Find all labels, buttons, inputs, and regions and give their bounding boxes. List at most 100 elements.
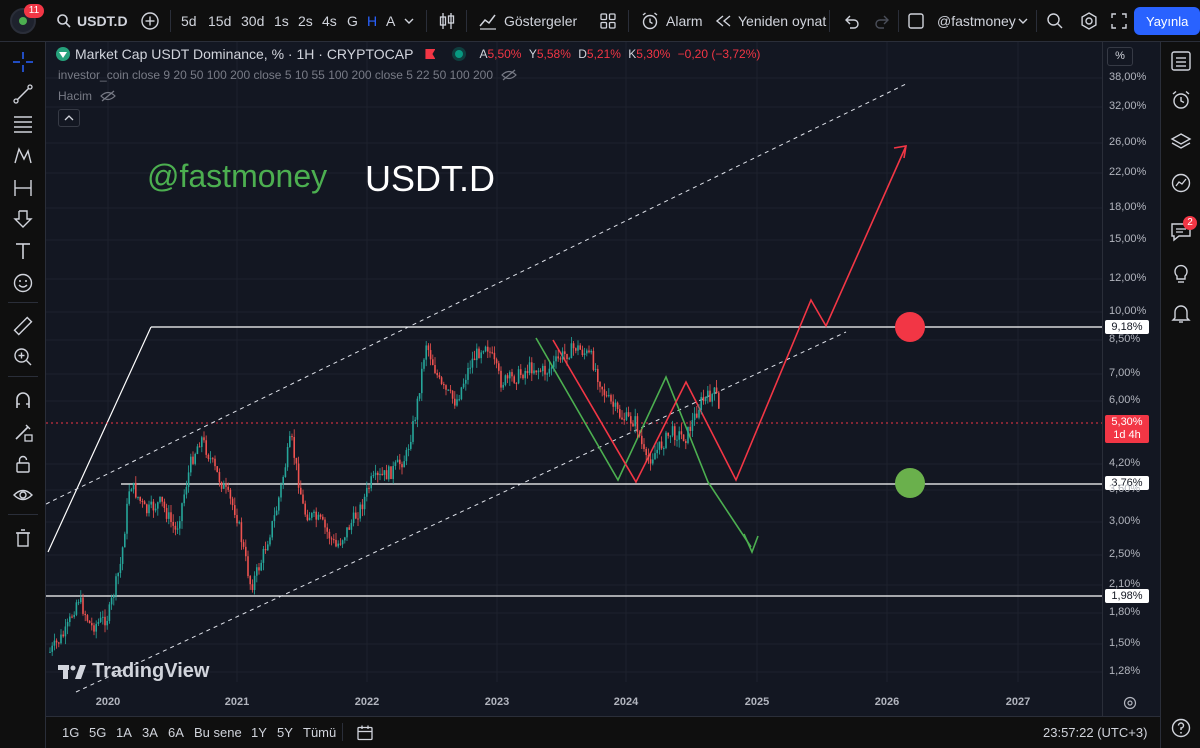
layout-dropdown-button[interactable]: [1018, 0, 1028, 41]
candle-body: [231, 498, 234, 506]
candle-body: [93, 625, 95, 632]
ruler-icon: [13, 316, 33, 336]
chart-type-button[interactable]: [437, 0, 457, 41]
interval-2s[interactable]: 2s: [298, 12, 313, 29]
candle-body: [88, 620, 91, 624]
crosshair-tool[interactable]: [9, 48, 37, 76]
eye-off-icon[interactable]: [100, 90, 116, 102]
candle-body: [152, 501, 155, 511]
candle-body: [381, 473, 383, 475]
candle-body: [619, 408, 621, 418]
interval-1s[interactable]: 1s: [274, 12, 289, 29]
range-1a[interactable]: 1A: [116, 725, 132, 740]
range-all[interactable]: Tümü: [303, 725, 337, 740]
data-window-button[interactable]: [1167, 169, 1195, 197]
candle-body: [203, 437, 205, 441]
flag-icon[interactable]: [425, 49, 436, 59]
ideas-button[interactable]: [1167, 259, 1195, 287]
measure-range-tool[interactable]: [9, 174, 37, 202]
indicators-label: Göstergeler: [504, 12, 578, 29]
candles: [49, 336, 720, 656]
range-1g[interactable]: 1G: [62, 725, 80, 740]
magnet-tool[interactable]: [9, 386, 37, 414]
fullscreen-button[interactable]: [1110, 0, 1128, 41]
range-5g[interactable]: 5G: [89, 725, 107, 740]
candle-body: [346, 527, 348, 538]
candle-body: [526, 371, 529, 374]
compare-add-button[interactable]: [140, 0, 160, 41]
remove-drawings-tool[interactable]: [9, 524, 37, 552]
collapse-legend-button[interactable]: [58, 109, 80, 127]
range-5y[interactable]: 5Y: [277, 725, 293, 740]
price-label: 18,00%: [1109, 201, 1147, 213]
alerts-button[interactable]: [1167, 86, 1195, 114]
interval-h-active[interactable]: H: [367, 12, 378, 29]
candle-body: [176, 528, 179, 530]
candle-body: [273, 515, 276, 522]
eye-off-icon[interactable]: [501, 69, 517, 81]
layout-button[interactable]: @fastmoney: [907, 0, 1016, 41]
ruler-tool[interactable]: [9, 312, 37, 340]
trendline-tool[interactable]: [9, 80, 37, 108]
object-tree-button[interactable]: [1167, 128, 1195, 156]
range-3a[interactable]: 3A: [142, 725, 158, 740]
settings-button[interactable]: [1079, 0, 1099, 41]
undo-button[interactable]: [842, 0, 860, 41]
range-6a[interactable]: 6A: [168, 725, 184, 740]
candle-body: [539, 370, 542, 372]
right-sidebar: 2: [1160, 42, 1200, 748]
stay-in-drawing-tool[interactable]: [9, 418, 37, 446]
candle-body: [337, 543, 339, 547]
symbol-search-button[interactable]: USDT.D: [56, 0, 128, 41]
candle-body: [185, 486, 188, 495]
price-scale[interactable]: % 9,18% 5,30% 1d 4h 3,76% 1,98% 38,00% 32…: [1102, 42, 1160, 716]
lock-drawings-tool[interactable]: [9, 450, 37, 478]
interval-15d[interactable]: 15d: [208, 12, 232, 29]
candle-body: [671, 426, 674, 436]
interval-g[interactable]: G: [347, 12, 358, 29]
quick-search-button[interactable]: [1045, 0, 1065, 41]
text-tool[interactable]: [9, 237, 37, 265]
candle-body: [407, 448, 410, 451]
chart-pane[interactable]: Market Cap USDT Dominance, % · 1H · CRYP…: [46, 42, 1102, 716]
candle-body: [306, 514, 309, 521]
goto-date-button[interactable]: [356, 717, 374, 748]
emoji-tool[interactable]: [9, 269, 37, 297]
publish-button[interactable]: Yayınla: [1134, 7, 1200, 35]
price-label: 22,00%: [1109, 166, 1147, 178]
price-label: 1,28%: [1109, 665, 1141, 677]
hide-drawings-tool[interactable]: [9, 481, 37, 509]
scale-unit-button[interactable]: %: [1107, 47, 1133, 66]
scale-settings-button[interactable]: [1123, 696, 1137, 715]
templates-button[interactable]: [599, 0, 617, 41]
notifications-button[interactable]: [1167, 299, 1195, 327]
interval-dropdown-button[interactable]: [404, 0, 414, 41]
range-1y[interactable]: 1Y: [251, 725, 267, 740]
pattern-tool[interactable]: [9, 142, 37, 170]
candle-body: [344, 537, 346, 541]
interval-a[interactable]: A: [386, 12, 396, 29]
interval-5d[interactable]: 5d: [181, 12, 197, 29]
candle-body: [97, 621, 100, 624]
zoom-tool[interactable]: [9, 343, 37, 371]
interval-4s[interactable]: 4s: [322, 12, 337, 29]
brush-tool[interactable]: [9, 205, 37, 233]
range-ytd[interactable]: Bu sene: [194, 725, 242, 740]
candle-body: [515, 382, 518, 384]
candle-body: [269, 537, 271, 545]
clock-readout[interactable]: 23:57:22 (UTC+3): [1043, 725, 1148, 740]
fib-tool[interactable]: [9, 110, 37, 138]
alarm-button[interactable]: Alarm: [640, 0, 703, 41]
indicators-button[interactable]: Göstergeler: [478, 0, 577, 41]
candle-body: [207, 454, 210, 459]
watchlist-button[interactable]: [1167, 47, 1195, 75]
candle-body: [126, 503, 128, 534]
interval-30d[interactable]: 30d: [241, 12, 265, 29]
redo-button[interactable]: [874, 0, 892, 41]
candle-body: [603, 389, 606, 396]
help-button[interactable]: [1167, 714, 1195, 742]
candle-body: [660, 441, 663, 449]
price-label: 2,50%: [1109, 548, 1141, 560]
bell-icon: [1171, 305, 1191, 323]
replay-button[interactable]: Yeniden oynat: [713, 0, 826, 41]
